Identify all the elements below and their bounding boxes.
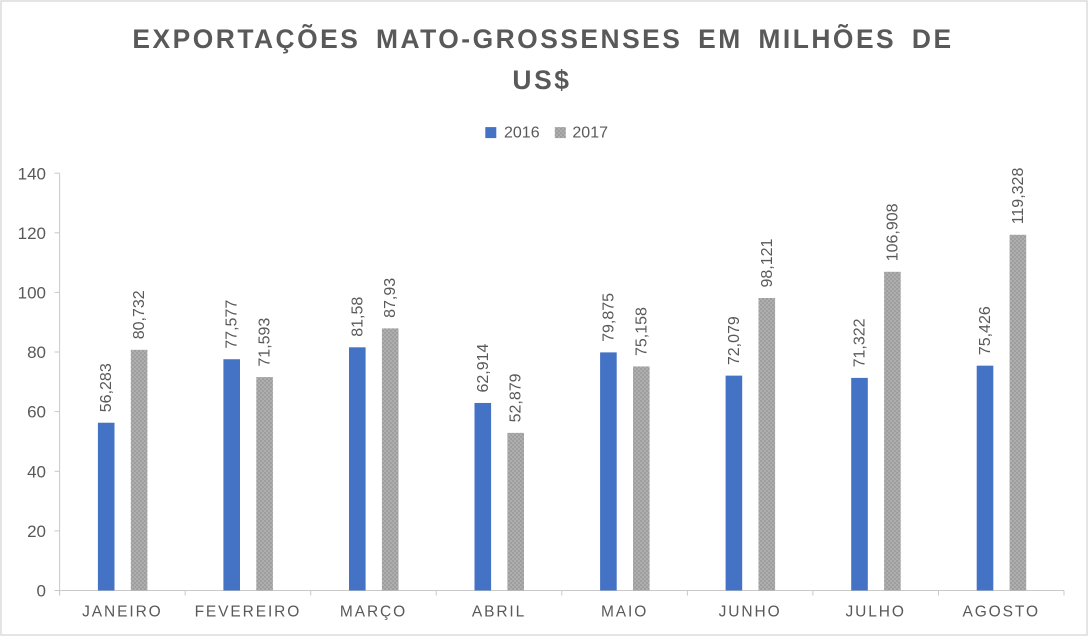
svg-text:56,283: 56,283 bbox=[98, 363, 115, 412]
svg-text:120: 120 bbox=[18, 224, 46, 243]
svg-text:106,908: 106,908 bbox=[884, 203, 901, 261]
svg-text:2016: 2016 bbox=[504, 125, 540, 142]
svg-text:EXPORTAÇÕES MATO-GROSSENSES EM: EXPORTAÇÕES MATO-GROSSENSES EM MILHÕES D… bbox=[132, 24, 953, 54]
svg-text:71,322: 71,322 bbox=[852, 318, 869, 367]
svg-text:100: 100 bbox=[18, 284, 46, 303]
svg-text:72,079: 72,079 bbox=[726, 316, 743, 365]
svg-text:JULHO: JULHO bbox=[846, 604, 906, 621]
svg-text:98,121: 98,121 bbox=[759, 238, 776, 287]
svg-text:79,875: 79,875 bbox=[600, 293, 617, 342]
svg-text:87,93: 87,93 bbox=[382, 278, 399, 318]
svg-text:81,58: 81,58 bbox=[349, 297, 366, 337]
svg-text:20: 20 bbox=[27, 522, 46, 541]
svg-text:71,593: 71,593 bbox=[257, 318, 274, 367]
svg-text:JANEIRO: JANEIRO bbox=[82, 604, 162, 621]
svg-text:US$: US$ bbox=[512, 65, 571, 95]
svg-text:75,158: 75,158 bbox=[633, 307, 650, 356]
svg-text:AGOSTO: AGOSTO bbox=[962, 604, 1039, 621]
svg-text:JUNHO: JUNHO bbox=[719, 604, 782, 621]
svg-text:140: 140 bbox=[18, 164, 46, 183]
svg-text:MAIO: MAIO bbox=[601, 604, 648, 621]
svg-text:2017: 2017 bbox=[572, 125, 608, 142]
svg-text:0: 0 bbox=[37, 582, 46, 601]
svg-text:80: 80 bbox=[27, 343, 46, 362]
svg-text:77,577: 77,577 bbox=[224, 300, 241, 349]
svg-text:ABRIL: ABRIL bbox=[472, 604, 526, 621]
svg-text:62,914: 62,914 bbox=[475, 343, 492, 392]
svg-text:75,426: 75,426 bbox=[977, 306, 994, 355]
svg-text:FEVEREIRO: FEVEREIRO bbox=[195, 604, 302, 621]
svg-text:80,732: 80,732 bbox=[131, 290, 148, 339]
svg-text:60: 60 bbox=[27, 403, 46, 422]
svg-text:52,879: 52,879 bbox=[508, 373, 525, 422]
svg-text:40: 40 bbox=[27, 462, 46, 481]
svg-text:119,328: 119,328 bbox=[1010, 168, 1027, 225]
svg-text:MARÇO: MARÇO bbox=[340, 604, 407, 621]
